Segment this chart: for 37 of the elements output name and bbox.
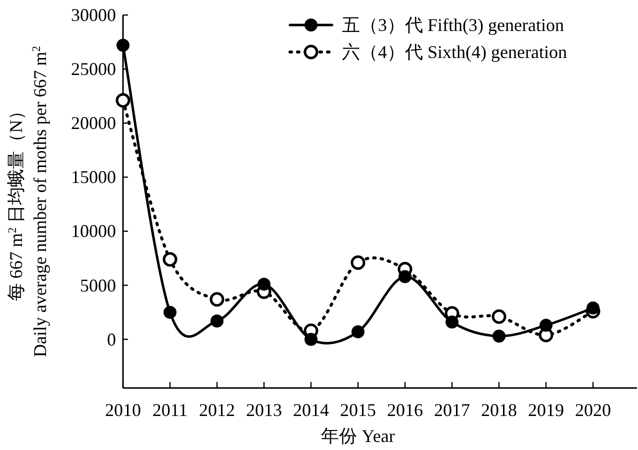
point <box>446 316 458 329</box>
legend-label: 五（3）代 Fifth(3) generation <box>342 15 564 35</box>
x-tick-label: 2013 <box>246 400 282 420</box>
point <box>586 301 600 314</box>
x-tick-label: 2017 <box>434 400 470 420</box>
legend-label: 六（4）代 Sixth(4) generation <box>342 42 567 62</box>
x-tick-label: 2015 <box>340 400 376 420</box>
x-tick-label: 2020 <box>575 400 611 420</box>
point <box>116 93 130 108</box>
x-tick-label: 2018 <box>481 400 517 420</box>
point <box>258 278 270 291</box>
point <box>304 332 318 346</box>
point <box>162 252 178 267</box>
x-tick-label: 2019 <box>528 400 564 420</box>
point <box>116 38 130 52</box>
y-tick-label: 15000 <box>71 167 116 188</box>
x-tick-label: 2016 <box>387 400 423 420</box>
point <box>398 270 412 284</box>
point <box>350 255 366 270</box>
x-tick-label: 2012 <box>199 400 235 420</box>
x-tick-label: 2011 <box>152 400 188 420</box>
y-tick-label: 0 <box>107 329 116 350</box>
point <box>492 330 506 343</box>
point <box>164 306 176 319</box>
x-tick-label: 2014 <box>293 400 329 420</box>
point <box>210 292 224 307</box>
point <box>210 314 224 328</box>
point <box>352 325 364 338</box>
y-tick-label: 20000 <box>71 113 116 134</box>
y-tick-label: 10000 <box>71 221 116 242</box>
point <box>492 309 506 324</box>
x-tick-label: 2010 <box>105 400 141 420</box>
x-axis-title: 年份 Year <box>321 426 395 446</box>
y-tick-label: 30000 <box>71 5 116 25</box>
y-tick-label: 25000 <box>71 59 116 80</box>
point <box>540 318 552 332</box>
y-tick-label: 5000 <box>80 275 116 296</box>
